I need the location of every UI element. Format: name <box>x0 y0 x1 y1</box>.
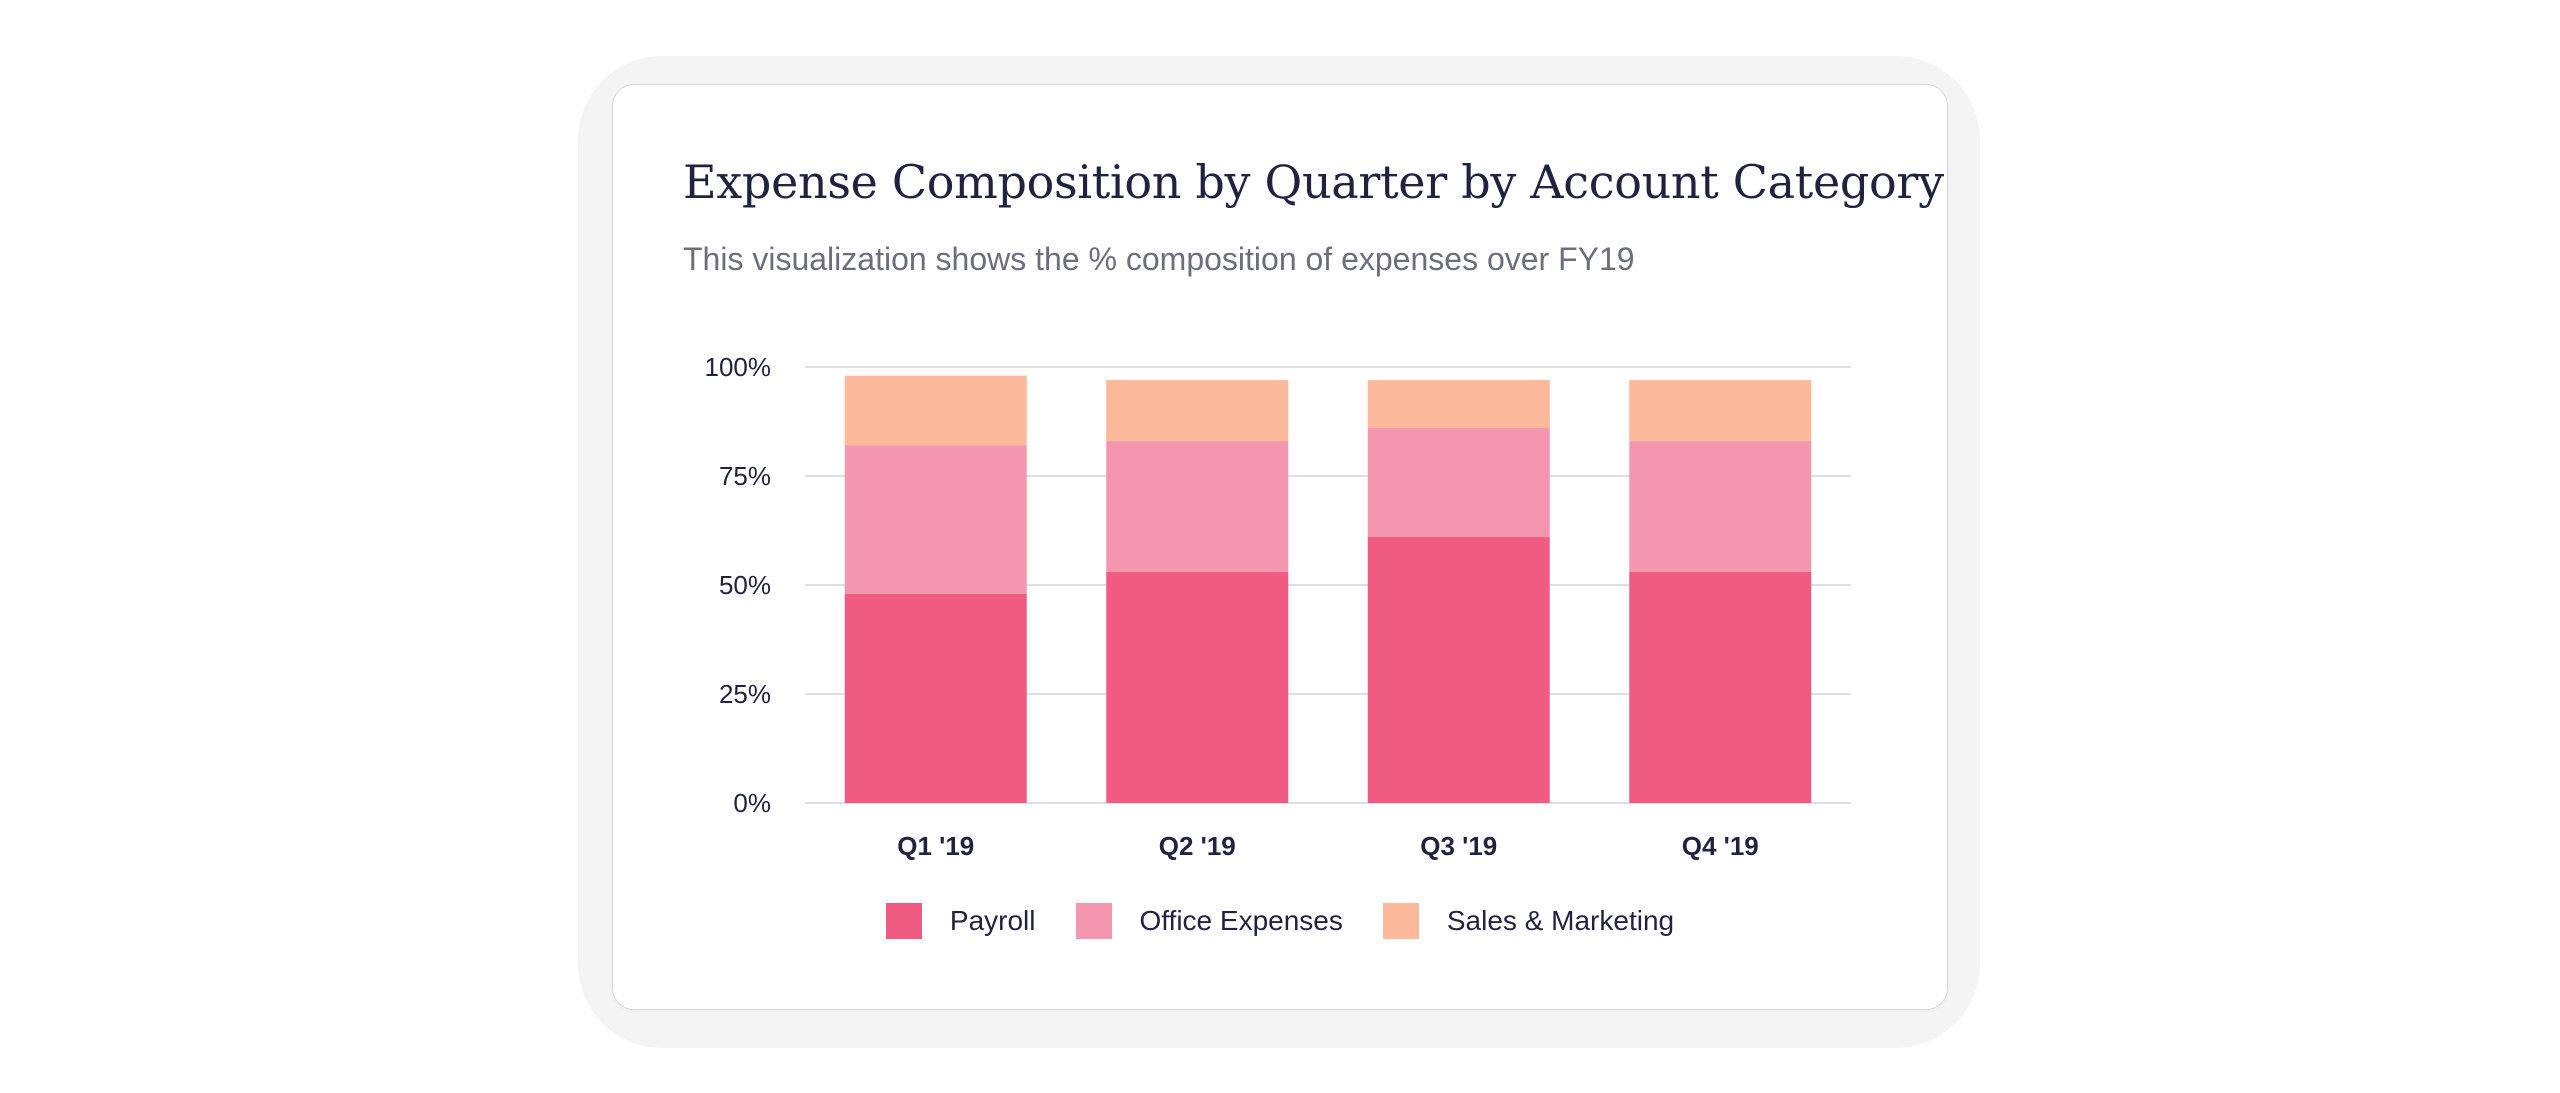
bar-segment-payroll-1 <box>844 593 1027 803</box>
bar-segment-payroll-2 <box>1106 571 1289 803</box>
y-tick-label: 50% <box>719 570 771 600</box>
y-tick-label: 100% <box>705 352 772 382</box>
y-tick-label: 75% <box>719 461 771 491</box>
x-tick-label: Q1 '19 <box>897 831 974 861</box>
legend-item: Office Expenses <box>1075 903 1343 939</box>
bars <box>844 375 1812 803</box>
x-tick-label: Q3 '19 <box>1420 831 1497 861</box>
chart-title: Expense Composition by Quarter by Accoun… <box>683 155 1944 209</box>
bar-segment-office-expenses-4 <box>1629 441 1812 572</box>
bar-segment-sales-marketing-3 <box>1367 380 1550 429</box>
x-tick-label: Q2 '19 <box>1159 831 1236 861</box>
bar-segment-sales-marketing-1 <box>844 375 1027 446</box>
bar-segment-office-expenses-3 <box>1367 428 1550 538</box>
legend-label: Payroll <box>949 905 1036 936</box>
y-tick-label: 25% <box>719 679 771 709</box>
chart-card: Expense Composition by Quarter by Accoun… <box>612 84 1948 1010</box>
legend-item: Sales & Marketing <box>1382 903 1675 939</box>
bar-segment-office-expenses-2 <box>1106 441 1289 572</box>
legend-swatch <box>1382 903 1419 939</box>
legend-swatch <box>885 903 922 939</box>
y-tick-label: 0% <box>733 788 771 818</box>
legend-swatch <box>1075 903 1112 939</box>
stacked-bar-chart: 0% 25% 50% 75% 100% Q1 '19 Q2 '19 Q3 '19 Q4 '19 <box>705 352 1851 861</box>
bar-segment-sales-marketing-2 <box>1106 380 1289 442</box>
bar-segment-office-expenses-1 <box>844 445 1027 594</box>
y-axis-ticks: 0% 25% 50% 75% 100% <box>705 352 772 818</box>
legend-label: Sales & Marketing <box>1446 905 1675 936</box>
x-tick-label: Q4 '19 <box>1682 831 1759 861</box>
bar-segment-payroll-4 <box>1629 571 1812 803</box>
bar-segment-sales-marketing-4 <box>1629 380 1812 442</box>
legend-item: Payroll <box>885 903 1036 939</box>
x-axis-ticks: Q1 '19 Q2 '19 Q3 '19 Q4 '19 <box>897 831 1759 861</box>
chart-legend: Payroll Office Expenses Sales & Marketing <box>613 903 1947 939</box>
chart-subtitle: This visualization shows the % compositi… <box>683 241 1635 277</box>
legend-label: Office Expenses <box>1139 905 1343 936</box>
bar-segment-payroll-3 <box>1367 537 1550 803</box>
